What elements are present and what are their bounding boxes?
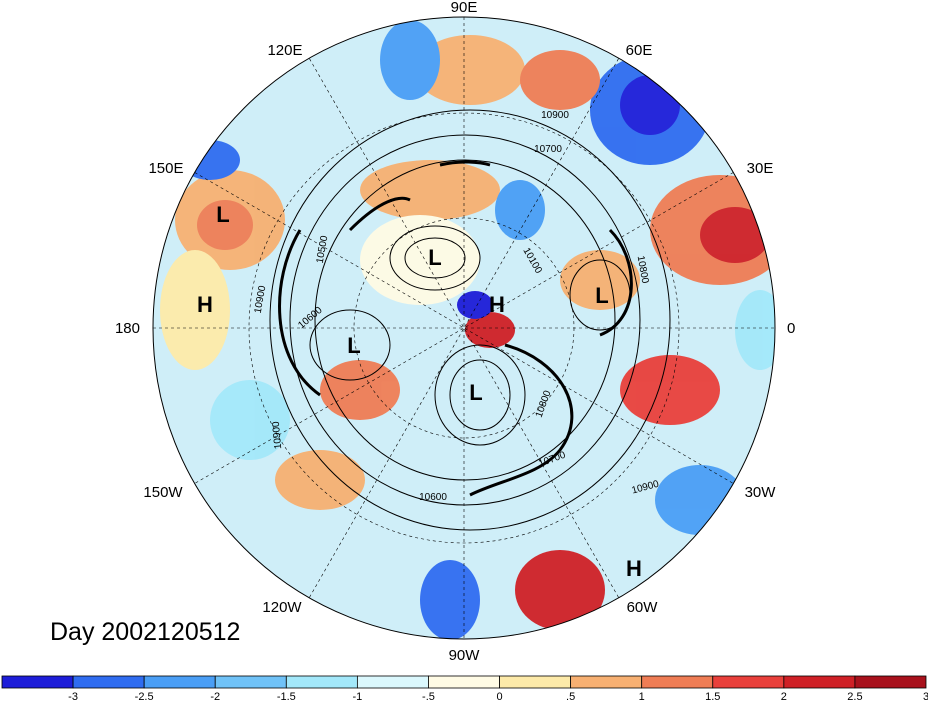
low-center-marker: L xyxy=(469,380,482,405)
colorbar-tick-label: 2 xyxy=(781,691,787,702)
low-center-marker: L xyxy=(347,333,360,358)
colorbar-swatch xyxy=(712,675,785,689)
lon-label-120w: 120W xyxy=(262,599,302,616)
map-border xyxy=(152,16,776,640)
graticule xyxy=(153,17,775,639)
colorbar-swatch xyxy=(428,675,500,689)
colorbar-swatch xyxy=(143,675,216,689)
contour-label: 10900 xyxy=(541,110,569,121)
high-center-marker: H xyxy=(197,292,213,317)
lon-label-180: 180 xyxy=(115,320,140,337)
contour-label: 10700 xyxy=(534,144,562,155)
colorbar-swatch xyxy=(285,675,358,689)
colorbar-tick-label: -3 xyxy=(68,691,78,702)
high-center-marker: H xyxy=(489,292,505,317)
height-contours xyxy=(269,109,671,531)
color-legend: -3 -2.5 -2 -1.5 -1 -.5 0 .5 1 1.5 2 2.5 3 xyxy=(1,675,928,702)
colorbar-swatch xyxy=(570,675,643,689)
lon-label-30e: 30E xyxy=(747,160,774,177)
lon-label-120e: 120E xyxy=(267,42,302,59)
lon-label-30w: 30W xyxy=(745,484,777,501)
polar-stereographic-map: 90E 60E 30E 0 30W 60W 90W 120W 150W 180 … xyxy=(115,0,795,664)
lon-label-0: 0 xyxy=(787,320,795,337)
colorbar-swatch xyxy=(72,675,145,689)
low-center-marker: L xyxy=(428,245,441,270)
contour-label: 10800 xyxy=(635,255,651,285)
contour-label: 10500 xyxy=(315,234,331,264)
colorbar-tick-label: 0 xyxy=(496,691,502,702)
contour-label: 10600 xyxy=(419,492,447,503)
colorbar-swatch xyxy=(1,675,74,689)
low-center-marker: L xyxy=(216,202,229,227)
colorbar-swatch xyxy=(854,675,927,689)
contour-label: 10900 xyxy=(253,284,269,314)
colorbar-swatch xyxy=(499,675,572,689)
colorbar-tick-label: -2.5 xyxy=(135,691,154,702)
colorbar-tick-label: -1 xyxy=(352,691,362,702)
colorbar-tick-label: 1.5 xyxy=(705,691,720,702)
lon-label-150e: 150E xyxy=(148,160,183,177)
colorbar-tick-label: .5 xyxy=(566,691,575,702)
high-center-marker: H xyxy=(626,556,642,581)
colorbar-tick-label: 1 xyxy=(639,691,645,702)
lon-label-60e: 60E xyxy=(626,42,653,59)
contour-label: 10900 xyxy=(271,420,284,449)
lon-label-90w: 90W xyxy=(449,647,481,664)
lon-label-90e: 90E xyxy=(451,0,478,16)
lon-label-60w: 60W xyxy=(627,599,659,616)
colorbar-swatch xyxy=(356,675,429,689)
colorbar-swatch xyxy=(214,675,287,689)
longitude-labels: 90E 60E 30E 0 30W 60W 90W 120W 150W 180 … xyxy=(115,0,795,664)
colorbar-swatch xyxy=(641,675,714,689)
colorbar-tick-label: 3 xyxy=(923,691,928,702)
colorbar-swatch xyxy=(783,675,856,689)
colorbar-tick-label: -2 xyxy=(210,691,220,702)
jet-contours xyxy=(278,160,633,497)
colorbar-tick-label: -1.5 xyxy=(277,691,296,702)
day-title: Day 2002120512 xyxy=(50,618,241,646)
pressure-centers: L H L L H L L H xyxy=(197,202,642,581)
lon-label-150w: 150W xyxy=(143,484,183,501)
colorbar-tick-label: -.5 xyxy=(422,691,435,702)
colorbar-tick-label: 2.5 xyxy=(847,691,862,702)
low-center-marker: L xyxy=(595,283,608,308)
